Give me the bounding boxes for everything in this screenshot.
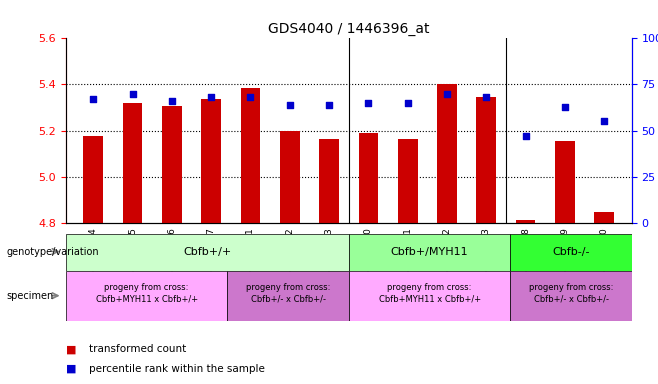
Point: [520, 133, 531, 139]
Bar: [555, 141, 574, 223]
Bar: [84, 136, 103, 223]
FancyBboxPatch shape: [349, 234, 511, 271]
Text: progeny from cross:
Cbfb+MYH11 x Cbfb+/+: progeny from cross: Cbfb+MYH11 x Cbfb+/+: [95, 283, 197, 303]
Point: [324, 102, 334, 108]
Bar: [476, 97, 496, 223]
FancyBboxPatch shape: [511, 271, 632, 321]
Bar: [162, 106, 182, 223]
Point: [128, 91, 138, 97]
Text: Cbfb+/MYH11: Cbfb+/MYH11: [391, 247, 468, 258]
Text: percentile rank within the sample: percentile rank within the sample: [89, 364, 265, 374]
Text: progeny from cross:
Cbfb+/- x Cbfb+/-: progeny from cross: Cbfb+/- x Cbfb+/-: [246, 283, 330, 303]
Bar: [516, 220, 536, 223]
Point: [403, 100, 413, 106]
Bar: [123, 103, 142, 223]
FancyBboxPatch shape: [349, 271, 511, 321]
Text: ■: ■: [66, 364, 76, 374]
Bar: [241, 88, 261, 223]
Text: Cbfb-/-: Cbfb-/-: [552, 247, 590, 258]
Text: genotype/variation: genotype/variation: [7, 247, 99, 257]
Text: ■: ■: [66, 344, 76, 354]
Bar: [594, 212, 614, 223]
Point: [599, 118, 609, 124]
FancyBboxPatch shape: [66, 271, 228, 321]
Bar: [201, 99, 221, 223]
Point: [284, 102, 295, 108]
Text: specimen: specimen: [7, 291, 54, 301]
FancyBboxPatch shape: [228, 271, 349, 321]
Bar: [437, 84, 457, 223]
Bar: [398, 139, 418, 223]
Point: [559, 104, 570, 110]
FancyBboxPatch shape: [66, 234, 349, 271]
Bar: [280, 131, 299, 223]
Text: Cbfb+/+: Cbfb+/+: [183, 247, 232, 258]
Bar: [319, 139, 339, 223]
FancyBboxPatch shape: [511, 234, 632, 271]
Point: [88, 96, 99, 102]
Title: GDS4040 / 1446396_at: GDS4040 / 1446396_at: [268, 22, 430, 36]
Point: [166, 98, 177, 104]
Text: transformed count: transformed count: [89, 344, 186, 354]
Point: [245, 94, 256, 101]
Point: [363, 100, 374, 106]
Text: progeny from cross:
Cbfb+MYH11 x Cbfb+/+: progeny from cross: Cbfb+MYH11 x Cbfb+/+: [378, 283, 480, 303]
Text: progeny from cross:
Cbfb+/- x Cbfb+/-: progeny from cross: Cbfb+/- x Cbfb+/-: [529, 283, 613, 303]
Point: [442, 91, 452, 97]
Point: [206, 94, 216, 101]
Bar: [359, 133, 378, 223]
Point: [481, 94, 492, 101]
